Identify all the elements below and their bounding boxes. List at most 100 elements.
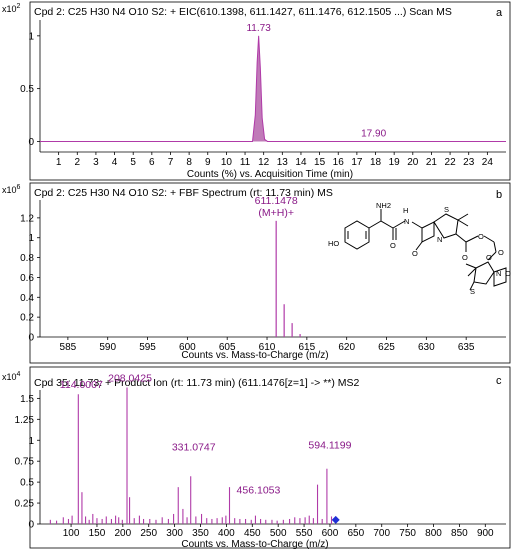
x-tick-label: 5: [130, 157, 136, 168]
x-tick-label: 12: [258, 157, 270, 168]
panel-a-exponent: x102: [2, 3, 21, 14]
structure-phenol-ring: [344, 220, 370, 250]
x-tick-label: 900: [477, 528, 494, 539]
structure-bond: [487, 251, 497, 261]
x-tick-label: 4: [112, 157, 118, 168]
structure-bond: [380, 220, 394, 229]
x-tick-label: 590: [99, 342, 116, 353]
x-tick-label: 14: [295, 157, 307, 168]
x-tick-label: 750: [399, 528, 416, 539]
y-tick-label: 1.5: [20, 394, 34, 405]
x-tick-label: 630: [418, 342, 435, 353]
eic-trace: [40, 35, 506, 142]
structure-bond: [493, 241, 497, 253]
panel-c-xlabel: Counts vs. Mass-to-Charge (m/z): [181, 539, 328, 550]
x-tick-label: 625: [378, 342, 395, 353]
structure-label: O: [505, 269, 511, 278]
x-tick-label: 620: [338, 342, 355, 353]
structure-label: H: [403, 206, 408, 215]
x-tick-label: 100: [63, 528, 80, 539]
x-tick-label: 15: [314, 157, 326, 168]
panel-b-letter: b: [496, 189, 502, 201]
structure-bond: [392, 220, 406, 229]
panel-a-plot: 11.73 17.90: [40, 23, 506, 142]
panel-a-axes: 1 2 3 4 5 6 7 8 9 10 11 12 13 14 15 16 17 18 19 20 21 22 23 240…: [20, 20, 506, 168]
structure-bond: [415, 241, 423, 251]
panel-a-frame: [29, 1, 511, 181]
x-tick-label: 10: [221, 157, 233, 168]
y-tick-label: 0.25: [15, 499, 35, 510]
x-tick-label: 300: [166, 528, 183, 539]
structure-lactam-ring: [421, 221, 435, 243]
x-tick-label: 585: [60, 342, 77, 353]
fragment-label: 331.0747: [172, 441, 216, 453]
y-tick-label: 0.5: [20, 478, 34, 489]
y-tick-label: 1.2: [20, 213, 34, 224]
panel-c-frame: [29, 366, 511, 549]
x-tick-label: 400: [218, 528, 235, 539]
x-tick-label: 13: [277, 157, 289, 168]
y-tick-label: 0: [28, 137, 34, 148]
structure-thiazolidine-ring: [433, 213, 459, 239]
x-tick-label: 11: [240, 157, 251, 168]
structure-bond: [465, 263, 477, 269]
structure-label: S: [470, 287, 475, 296]
x-tick-label: 250: [140, 528, 157, 539]
y-tick-label: 1: [28, 436, 34, 447]
panel-a: Cpd 2: C25 H30 N4 O10 S2: + EIC(610.1398…: [2, 1, 511, 181]
chemical-structure: [344, 209, 507, 291]
y-tick-label: 1.25: [15, 415, 35, 426]
x-tick-label: 650: [348, 528, 365, 539]
structure-bond: [411, 221, 423, 229]
y-tick-label: 0.4: [20, 293, 34, 304]
structure-label: HO: [328, 239, 339, 248]
x-tick-label: 500: [270, 528, 287, 539]
structure-bond: [465, 235, 479, 243]
structure-label: O: [498, 248, 504, 257]
x-tick-label: 600: [179, 342, 196, 353]
x-tick-label: 18: [370, 157, 382, 168]
structure-label: O: [486, 253, 492, 262]
x-tick-label: 635: [458, 342, 475, 353]
y-tick-label: 1: [28, 233, 34, 244]
x-tick-label: 610: [259, 342, 276, 353]
panel-b: Cpd 2: C25 H30 N4 O10 S2: + FBF Spectrum…: [2, 182, 511, 364]
structure-label: O: [462, 253, 468, 262]
x-tick-label: 800: [425, 528, 442, 539]
x-tick-label: 1: [56, 157, 62, 168]
peak-label: 611.1478 (M+H)+: [255, 195, 298, 219]
y-tick-label: 0.2: [20, 313, 34, 324]
x-tick-label: 24: [482, 157, 494, 168]
panel-c-title: Cpd 35: 11.73: + Product Ion (rt: 11.73 …: [34, 377, 360, 389]
panel-b-plot: 611.1478 (M+H)+: [255, 195, 301, 337]
panel-b-exponent: x106: [2, 184, 21, 195]
fragment-label: 456.1053: [237, 485, 281, 497]
structure-sulbactam-ring: [473, 261, 495, 285]
x-tick-label: 595: [139, 342, 156, 353]
fragment-label: 594.1199: [308, 440, 351, 452]
y-tick-label: 0.5: [20, 84, 34, 95]
x-tick-label: 350: [192, 528, 209, 539]
structure-bond: [455, 233, 467, 243]
x-tick-label: 150: [89, 528, 106, 539]
structure-label: O: [478, 232, 484, 241]
fragment-label: 114.0007: [60, 379, 103, 391]
structure-bond: [368, 220, 382, 229]
structure-bond: [457, 219, 469, 227]
panel-c-axes: 100 150 200 250 300 350 400 450 500 550 600 650 700 7…: [15, 390, 506, 539]
x-tick-label: 8: [186, 157, 192, 168]
x-tick-label: 2: [74, 157, 80, 168]
structure-label: NH2: [376, 201, 391, 210]
y-tick-label: 1: [28, 31, 34, 42]
structure-label: N: [404, 217, 409, 226]
x-tick-label: 16: [333, 157, 345, 168]
structure-label: O: [412, 249, 418, 258]
structure-bond: [457, 213, 469, 221]
panel-b-frame: [29, 182, 511, 364]
x-tick-label: 9: [205, 157, 211, 168]
panel-a-title: Cpd 2: C25 H30 N4 O10 S2: + EIC(610.1398…: [34, 6, 452, 18]
x-tick-label: 605: [219, 342, 236, 353]
x-tick-label: 3: [93, 157, 99, 168]
structure-label: O: [390, 241, 396, 250]
